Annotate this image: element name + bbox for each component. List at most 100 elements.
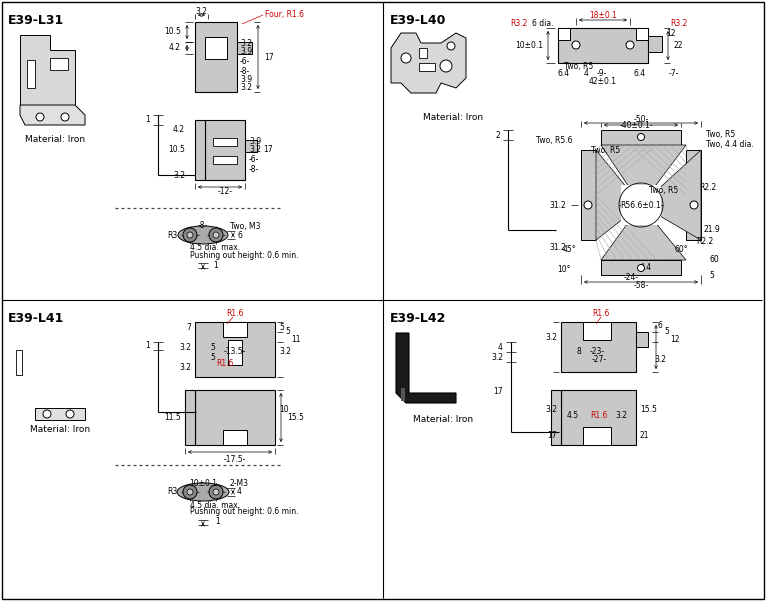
Ellipse shape	[178, 226, 228, 244]
Text: Two, 4.4 dia.: Two, 4.4 dia.	[706, 139, 754, 148]
Text: 6.4: 6.4	[634, 69, 646, 78]
Text: 4: 4	[584, 69, 588, 78]
Text: Material: Iron: Material: Iron	[30, 426, 90, 435]
Text: 21.9: 21.9	[703, 225, 720, 234]
Text: 10±0.1: 10±0.1	[515, 40, 543, 49]
Bar	[558, 28, 648, 63]
Bar	[558, 28, 570, 40]
Circle shape	[637, 133, 644, 141]
Text: 3.2: 3.2	[179, 362, 191, 371]
Text: 60°: 60°	[674, 245, 688, 254]
Polygon shape	[15, 390, 90, 400]
Polygon shape	[641, 150, 701, 240]
Text: 12: 12	[670, 335, 679, 344]
Bar	[561, 322, 636, 372]
Text: 5: 5	[664, 328, 669, 337]
Text: 5: 5	[279, 323, 284, 332]
Text: E39-L31: E39-L31	[8, 14, 64, 27]
Bar	[245, 140, 257, 152]
Polygon shape	[15, 330, 23, 400]
Text: 31.2: 31.2	[549, 201, 566, 210]
Text: 45°: 45°	[562, 245, 576, 254]
Text: 6.4: 6.4	[558, 69, 570, 78]
Text: 3.9: 3.9	[240, 76, 252, 85]
Text: -6-: -6-	[249, 156, 260, 165]
Text: 5: 5	[285, 328, 290, 337]
Text: R2.2: R2.2	[699, 183, 716, 192]
Text: 10.5: 10.5	[168, 145, 185, 154]
Circle shape	[187, 232, 193, 238]
Polygon shape	[20, 35, 75, 115]
Text: -27-: -27-	[591, 356, 607, 364]
Text: -40±0.1-: -40±0.1-	[619, 121, 653, 130]
Circle shape	[440, 60, 452, 72]
Polygon shape	[20, 105, 85, 125]
Bar	[648, 36, 662, 52]
Bar	[621, 185, 661, 225]
Text: -23-: -23-	[590, 347, 604, 356]
Text: -8-: -8-	[249, 165, 259, 174]
Text: -58-: -58-	[633, 281, 649, 290]
Text: R3: R3	[167, 487, 177, 496]
Text: 15.5: 15.5	[640, 406, 657, 415]
Text: 10±0.1: 10±0.1	[189, 478, 217, 487]
Polygon shape	[396, 333, 456, 403]
Text: -17.5-: -17.5-	[224, 454, 246, 463]
Circle shape	[66, 410, 74, 418]
Text: 2-M3: 2-M3	[230, 478, 249, 487]
Text: 4: 4	[498, 343, 503, 352]
Text: 4: 4	[237, 487, 242, 496]
Text: 4.5 dia. max.: 4.5 dia. max.	[190, 243, 240, 252]
Text: 60: 60	[709, 255, 719, 264]
Text: 18±0.1: 18±0.1	[589, 11, 617, 20]
Text: R3: R3	[167, 231, 177, 240]
Polygon shape	[401, 338, 405, 401]
Ellipse shape	[177, 483, 229, 501]
Bar	[583, 427, 611, 445]
Circle shape	[209, 228, 223, 242]
Text: 3.2: 3.2	[240, 40, 252, 49]
Text: 17: 17	[264, 52, 273, 61]
Text: 5: 5	[211, 353, 215, 361]
Text: 3.2: 3.2	[173, 171, 185, 180]
Text: Two, M3: Two, M3	[230, 222, 260, 231]
Text: R3.2: R3.2	[511, 19, 528, 28]
Text: -12-: -12-	[218, 188, 233, 197]
Text: 22: 22	[673, 40, 683, 49]
Bar	[195, 390, 275, 445]
Text: 5: 5	[709, 270, 714, 279]
Circle shape	[447, 42, 455, 50]
Circle shape	[401, 53, 411, 63]
Polygon shape	[391, 33, 466, 93]
Bar	[636, 28, 648, 40]
Text: 42±0.1: 42±0.1	[589, 76, 617, 85]
Polygon shape	[601, 205, 686, 260]
Bar	[195, 120, 205, 180]
Circle shape	[61, 113, 69, 121]
Text: 10°: 10°	[558, 266, 571, 275]
Bar	[35, 408, 85, 420]
Text: 1: 1	[146, 341, 150, 350]
Text: R2.2: R2.2	[696, 237, 713, 246]
Text: 4.2: 4.2	[173, 126, 185, 135]
Text: 6: 6	[237, 231, 242, 240]
Text: 7: 7	[186, 323, 191, 332]
Bar	[195, 322, 275, 377]
Bar	[601, 260, 681, 275]
Text: 3.9: 3.9	[249, 138, 261, 147]
Text: E39-L41: E39-L41	[8, 312, 64, 325]
Circle shape	[690, 201, 698, 209]
Bar	[583, 322, 611, 340]
Text: 6 dia.: 6 dia.	[532, 19, 553, 28]
Text: R1.6: R1.6	[226, 310, 244, 319]
Text: 12: 12	[666, 29, 676, 38]
Bar	[213, 156, 237, 164]
Text: 1: 1	[215, 517, 220, 526]
Text: Material: Iron: Material: Iron	[25, 135, 85, 144]
Bar	[228, 340, 242, 365]
Text: Two, R5: Two, R5	[706, 130, 735, 139]
Bar	[551, 390, 561, 445]
Bar	[185, 390, 195, 445]
Text: Pushing out height: 0.6 min.: Pushing out height: 0.6 min.	[190, 507, 299, 516]
Text: Two, R5.6: Two, R5.6	[536, 135, 573, 144]
